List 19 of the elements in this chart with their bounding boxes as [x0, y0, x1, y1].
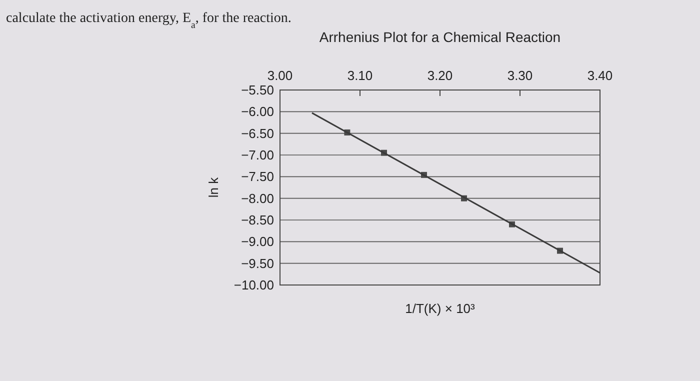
- x-tick-label: 3.10: [347, 68, 373, 83]
- text: calculate the activation energy, E$_{a}$, for the reaction.: [6, 11, 292, 30]
- y-tick-label: −6.00: [241, 104, 274, 120]
- x-tick-label: 3.20: [427, 68, 453, 83]
- y-tick-label: −8.00: [241, 190, 274, 206]
- y-tick-label: −7.50: [241, 169, 274, 184]
- x-tick-label: 3.00: [267, 68, 293, 83]
- y-tick-label: −8.50: [241, 212, 274, 228]
- y-tick-label: −7.00: [241, 148, 274, 162]
- y-tick-label: −9.50: [241, 256, 274, 271]
- x-axis-title: 1/T(K) × 10³: [405, 301, 476, 316]
- y-tick-label: −10.00: [234, 278, 274, 292]
- y-axis-title: ln k: [206, 176, 221, 198]
- x-tick-label: 3.30: [507, 68, 533, 83]
- x-tick-label: 3.40: [587, 68, 613, 83]
- y-tick-label: −5.50: [241, 82, 274, 98]
- y-tick-label: −6.50: [241, 126, 274, 141]
- chart-title: Arrhenius Plot for a Chemical Reaction: [319, 29, 561, 45]
- y-tick-label: −9.00: [241, 234, 274, 250]
